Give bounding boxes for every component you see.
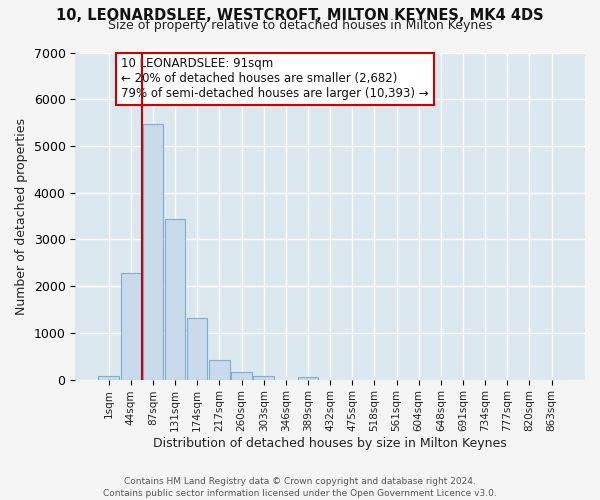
Bar [143,124,163,380]
Text: 10 LEONARDSLEE: 91sqm
← 20% of detached houses are smaller (2,682)
79% of semi-d: 10 LEONARDSLEE: 91sqm ← 20% of detached … [121,58,429,100]
Bar [121,273,141,380]
Text: 10, LEONARDSLEE, WESTCROFT, MILTON KEYNES, MK4 4DS: 10, LEONARDSLEE, WESTCROFT, MILTON KEYNE… [56,8,544,22]
Text: Contains HM Land Registry data © Crown copyright and database right 2024.
Contai: Contains HM Land Registry data © Crown c… [103,476,497,498]
X-axis label: Distribution of detached houses by size in Milton Keynes: Distribution of detached houses by size … [153,437,507,450]
Text: Size of property relative to detached houses in Milton Keynes: Size of property relative to detached ho… [108,19,492,32]
Bar [209,360,230,380]
Bar [98,376,119,380]
Bar [165,219,185,380]
Bar [232,372,252,380]
Bar [253,376,274,380]
Bar [298,377,318,380]
Bar [187,318,208,380]
Y-axis label: Number of detached properties: Number of detached properties [15,118,28,314]
